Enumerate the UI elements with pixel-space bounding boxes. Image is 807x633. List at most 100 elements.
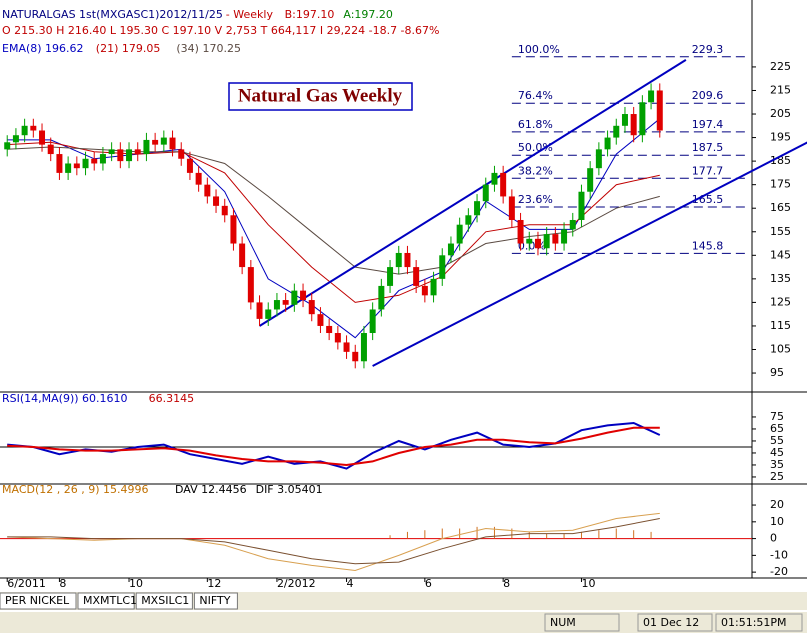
status-cell [715,613,803,632]
fib-pct: 76.4% [518,89,553,102]
y-tick-label: -20 [770,565,788,578]
candle-body [587,168,594,192]
candle-body [639,102,646,136]
y-tick-label: 105 [770,342,791,355]
x-tick-label: 4 [347,577,354,590]
header-text: - Weekly [226,8,274,21]
candle-body [465,215,472,225]
candle-body [169,137,176,150]
candle-body [186,158,193,173]
candle-body [604,137,611,150]
y-tick-label: 225 [770,60,791,73]
y-tick-label: 185 [770,154,791,167]
candle-body [352,351,359,362]
y-tick-label: 145 [770,248,791,261]
readout: (21) 179.05 [96,42,161,55]
ema-line [7,141,660,303]
candle-body [387,267,394,286]
y-tick-label: 215 [770,83,791,96]
candle-body [291,290,298,305]
y-tick-label: 125 [770,295,791,308]
y-tick-label: -10 [770,548,788,561]
candle-body [578,191,585,220]
candle-body [239,243,246,268]
status-cell [544,613,620,632]
tab[interactable] [193,592,238,610]
tab[interactable] [135,592,193,610]
fib-price: 197.4 [692,118,724,131]
candle-body [343,342,350,352]
tab-label[interactable]: MXSILC1 [141,594,189,607]
y-tick-label: 0 [770,532,777,545]
readout: EMA(8) 196.62 [2,42,84,55]
candle-body [221,205,228,216]
tab-label[interactable]: PER NICKEL [5,594,70,607]
candle-body [273,300,280,310]
candle-body [491,172,498,185]
candle-body [569,219,576,230]
candle-body [265,309,272,319]
tab-label[interactable]: MXMTLC1 [83,594,137,607]
candle-body [326,325,333,334]
header-text: A:197.20 [343,8,393,21]
candle-body [300,290,307,301]
candle-body [456,224,463,244]
macd-line [7,512,660,572]
x-tick-label: 6/2011 [7,577,46,590]
candle-body [543,234,550,249]
x-tick-label: 2/2012 [277,577,316,590]
readout: RSI(14,MA(9)) 60.1610 [2,392,128,405]
y-tick-label: 115 [770,319,791,332]
header-ohlc: O 215.30 H 216.40 L 195.30 C 197.10 V 2,… [2,24,439,37]
y-tick-label: 35 [770,458,784,471]
status-text: 01 Dec 12 [643,616,699,629]
x-tick-label: 10 [581,577,595,590]
candle-body [482,184,489,202]
candle-body [317,314,324,326]
candle-body [508,196,515,220]
candle-body [630,114,637,136]
fib-pct: 100.0% [518,43,560,56]
candle-body [21,125,28,136]
candle-body [65,163,72,173]
candle-body [439,255,446,279]
tab[interactable] [0,592,77,610]
y-tick-label: 65 [770,422,784,435]
ema-line [7,118,661,339]
candle-body [334,333,341,343]
candle-body [213,196,220,206]
candle-body [369,309,376,334]
readout: (34) 170.25 [176,42,241,55]
x-tick-label: 6 [425,577,432,590]
candle-body [430,278,437,296]
fib-pct: 50.0% [518,141,553,154]
candle-body [30,125,37,131]
candle-body [621,114,628,126]
fib-price: 229.3 [692,43,724,56]
y-tick-label: 55 [770,434,784,447]
readout: DIF 3.05401 [256,483,323,496]
y-tick-label: 155 [770,225,791,238]
y-tick-label: 195 [770,131,791,144]
tab-label[interactable]: NIFTY [199,594,230,607]
rsi-line [7,426,660,467]
trend-line [372,141,807,367]
candle-body [595,149,602,169]
candle-body [648,90,655,103]
tab[interactable] [77,592,135,610]
candle-body [117,149,124,162]
y-tick-label: 95 [770,366,784,379]
header-text: B:197.10 [285,8,335,21]
candle-body [134,149,141,155]
status-bar [0,612,807,633]
y-tick-label: 175 [770,178,791,191]
candle-body [143,139,150,155]
candle-body [413,267,420,286]
readout: 66.3145 [149,392,195,405]
candle-body [534,238,541,249]
x-tick-label: 8 [503,577,510,590]
candle-body [56,154,63,173]
fib-pct: 23.6% [518,193,553,206]
candle-body [656,90,663,131]
